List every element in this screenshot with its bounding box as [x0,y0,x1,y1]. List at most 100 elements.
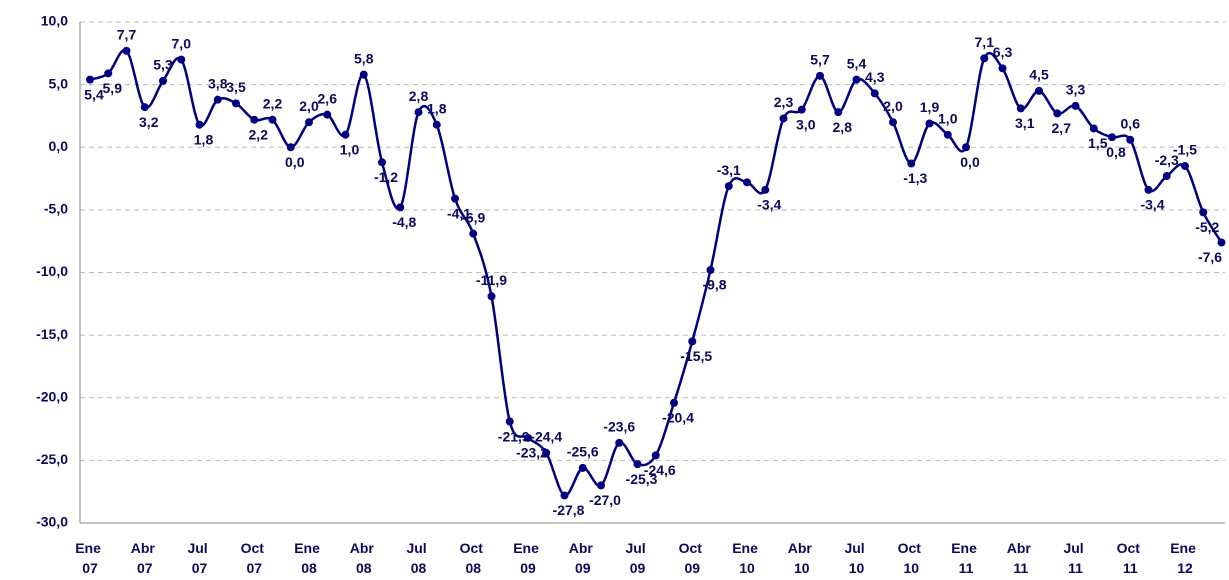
data-label: 1,5 [1088,135,1108,151]
point [743,178,751,187]
data-label: -1,3 [903,170,927,186]
point [651,451,660,460]
point [688,337,697,346]
point [140,103,149,112]
y-tick-label: -15,0 [36,326,68,342]
data-label: 2,3 [774,94,794,110]
data-label: -3,4 [757,197,781,213]
data-label: -24,6 [644,462,676,478]
point [633,460,642,469]
point [414,108,423,117]
data-label: -3,1 [717,162,741,178]
point [177,55,186,64]
point [797,105,806,114]
data-label: -1,2 [374,169,398,185]
point [706,265,715,274]
data-label: -23,2 [516,445,548,461]
point [305,118,313,127]
point [670,398,678,407]
x-tick-label: Oct 09 [679,540,706,576]
data-label: 2,2 [263,95,283,111]
data-label: 5,3 [153,57,173,73]
y-tick-label: -25,0 [36,451,68,467]
point [870,89,879,98]
data-label: 0,0 [285,154,305,170]
data-label: 2,0 [299,98,319,114]
data-label: 2,6 [318,90,338,106]
data-label: -9,8 [702,277,726,293]
point [286,143,295,152]
point [1053,109,1062,118]
y-tick-label: 0,0 [49,138,69,154]
point [232,99,240,108]
point [1035,86,1043,95]
x-tick-label: Ene 12 [1170,540,1200,576]
point [1089,124,1098,133]
point [487,292,496,301]
point [195,120,204,129]
point [834,108,843,117]
point [724,182,733,191]
point [1181,162,1189,171]
data-label: 2,7 [1052,120,1072,136]
x-tick-label: Abr 08 [350,540,378,576]
point [250,115,259,124]
data-label: -27,8 [553,502,585,518]
data-label: 5,4 [847,55,867,71]
data-label: 4,3 [865,69,885,85]
point [560,491,569,500]
data-label: 7,0 [172,35,192,51]
data-label: -27,0 [589,492,621,508]
data-label: -25,6 [567,444,599,460]
data-label: 3,2 [139,114,159,130]
data-label: -11,9 [476,272,507,288]
point [104,69,113,78]
point [341,130,350,139]
x-tick-label: Jul 11 [1063,540,1087,576]
data-label: 6,3 [993,44,1013,60]
x-tick-label: Oct 08 [460,540,487,576]
data-label: 1,9 [920,99,940,115]
data-label: -6,9 [461,209,485,225]
point [779,114,788,123]
point [925,119,934,128]
x-tick-label: Oct 07 [241,540,268,576]
point [542,448,551,457]
data-label: -7,6 [1198,249,1222,265]
data-label: -4,8 [392,214,416,230]
x-tick-label: Ene 11 [951,540,981,576]
point [1071,101,1080,110]
point [213,95,222,104]
data-label: 2,8 [833,119,853,135]
data-label: 3,8 [208,75,228,91]
data-label: 4,5 [1029,67,1049,83]
data-label: 5,4 [84,86,104,102]
point [998,64,1007,73]
data-label: 2,8 [409,88,429,104]
point [359,70,368,79]
x-tick-label: Jul 07 [187,540,211,576]
data-label: 1,8 [427,100,447,116]
data-label: 0,8 [1106,144,1126,160]
x-tick-label: Jul 08 [406,540,430,576]
point [816,71,824,80]
x-tick-label: Jul 09 [625,540,649,576]
point [889,118,897,127]
data-label: 1,0 [340,141,360,157]
point [962,143,970,152]
x-tick-label: Abr 10 [788,540,816,576]
data-label: -1,5 [1173,142,1197,158]
point [1108,133,1116,142]
data-label: -23,6 [603,419,635,435]
data-label: 2,2 [249,126,269,142]
point [1016,104,1025,113]
x-tick-label: Abr 09 [569,540,597,576]
x-tick-label: Abr 11 [1007,540,1035,576]
point [852,75,861,84]
x-tick-label: Ene 08 [294,540,324,576]
data-label: -21,9 [498,428,530,444]
x-tick-label: Oct 11 [1117,540,1144,576]
data-label: -4,1 [447,205,471,221]
point [268,115,277,124]
